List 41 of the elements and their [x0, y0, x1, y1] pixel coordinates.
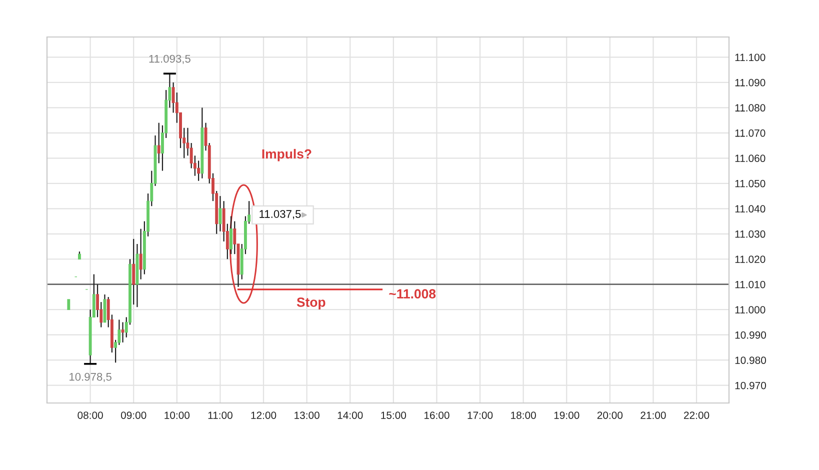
x-tick-label: 16:00 — [424, 412, 450, 419]
y-tick-label: 11.060 — [735, 154, 766, 162]
candlestick — [157, 122, 160, 164]
y-tick-label: 11.010 — [735, 280, 766, 288]
annotation: Impuls? — [262, 148, 312, 162]
candlestick — [218, 195, 222, 232]
annotation: 10.978,5 — [70, 372, 112, 382]
y-tick-label: 11.040 — [735, 205, 766, 213]
x-tick-label: 11:00 — [208, 412, 232, 419]
x-tick-label: 12:00 — [251, 412, 276, 419]
candlestick — [67, 299, 70, 310]
x-tick-label: 21:00 — [640, 412, 666, 419]
candlestick — [139, 228, 142, 280]
x-tick-label: 20:00 — [597, 412, 623, 419]
x-tick-label: 15:00 — [381, 412, 406, 419]
annotation: 11.093,5 — [149, 54, 190, 64]
candlestick — [132, 238, 136, 306]
x-tick-label: 19:00 — [554, 412, 580, 419]
y-tick-label: 10.980 — [735, 356, 766, 364]
x-tick-label: 13:00 — [294, 412, 320, 419]
y-tick-label: 11.000 — [735, 306, 766, 314]
y-tick-label: 11.100 — [735, 54, 766, 62]
y-tick-label: 10.970 — [735, 382, 766, 390]
y-tick-label: 10.990 — [735, 331, 766, 339]
x-tick-label: 17:00 — [468, 412, 493, 419]
y-tick-label: 11.030 — [735, 230, 766, 238]
y-tick-label: 11.090 — [735, 78, 766, 86]
y-tick-label: 11.050 — [735, 180, 766, 188]
candlestick — [230, 216, 232, 255]
annotation: ~11.008 — [389, 289, 436, 299]
y-tick-label: 11.070 — [735, 129, 766, 137]
y-tick-label: 11.080 — [735, 104, 766, 112]
x-tick-label: 18:00 — [511, 412, 536, 419]
x-tick-label: 09:00 — [120, 412, 146, 419]
annotation: Stop — [296, 298, 326, 310]
x-tick-label: 22:00 — [684, 412, 710, 419]
y-tick-label: 11.020 — [735, 256, 766, 263]
x-tick-label: 10:00 — [164, 412, 190, 419]
x-tick-label: 14:00 — [338, 412, 363, 419]
annotation: 11.037,5 — [260, 210, 301, 220]
x-tick-label: 08:00 — [78, 412, 103, 419]
